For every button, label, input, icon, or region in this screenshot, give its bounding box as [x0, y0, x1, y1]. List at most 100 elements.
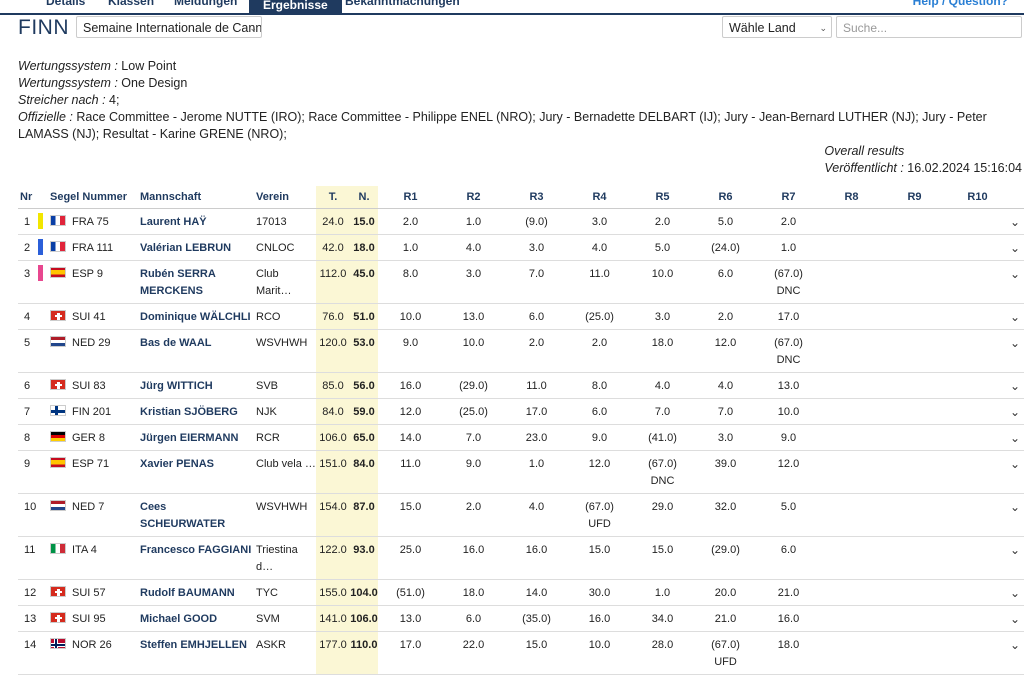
race-score: 7.0 [654, 406, 671, 418]
table-row[interactable]: 12 SUI 57 Rudolf BAUMANN TYC 155.0 104.0 (51.0… [18, 579, 1024, 606]
race-result-r8 [819, 493, 882, 537]
club: WSVHWH [254, 329, 316, 373]
race-score: 16.0 [777, 613, 800, 625]
fra-flag-icon [50, 215, 66, 226]
crew-name[interactable]: Michael GOOD [138, 605, 254, 632]
col-club[interactable]: Verein [254, 186, 316, 209]
tab-klassen[interactable]: Klassen [108, 0, 155, 8]
col-net[interactable]: N. [348, 186, 378, 209]
table-row[interactable]: 11 ITA 4 Francesco FAGGIANI Triestina d… 122… [18, 536, 1024, 580]
crew-name[interactable]: Rudolf BAUMANN [138, 579, 254, 606]
race-result-r3: 1.0 [504, 450, 567, 494]
col-r9[interactable]: R9 [882, 186, 945, 209]
race-result-r6: 5.0 [693, 208, 756, 235]
race-result-r5: 29.0 [630, 493, 693, 537]
net-points: 84.0 [348, 450, 378, 494]
crew-name[interactable]: Rubén SERRA MERCKENS [138, 260, 254, 304]
table-row[interactable]: 4 SUI 41 Dominique WÄLCHLI RCO 76.0 51.0 10.0 1… [18, 303, 1024, 330]
tab-meldungen[interactable]: Meldungen [174, 0, 238, 8]
race-result-r3: (35.0) [504, 605, 567, 632]
crew-name[interactable]: Dominique WÄLCHLI [138, 303, 254, 330]
event-select-value: Semaine Internationale de Cann [83, 21, 262, 35]
col-r1[interactable]: R1 [378, 186, 441, 209]
chevron-down-icon[interactable]: ⌄ [1008, 631, 1024, 675]
chevron-down-icon[interactable]: ⌄ [1008, 398, 1024, 425]
table-row[interactable]: 3 ESP 9 Rubén SERRA MERCKENS Club Marit… 112… [18, 260, 1024, 304]
col-total[interactable]: T. [316, 186, 348, 209]
table-row[interactable]: 5 NED 29 Bas de WAAL WSVHWH 120.0 53.0 9.0 10.0… [18, 329, 1024, 373]
table-row[interactable]: 7 FIN 201 Kristian SJÖBERG NJK 84.0 59.0 12.0 (… [18, 398, 1024, 425]
event-select[interactable]: Semaine Internationale de Cann ⌄ [76, 16, 262, 38]
penalty-code: DNC [776, 285, 801, 297]
overall-results-title: Overall results [824, 144, 905, 158]
race-score: 10.0 [462, 337, 485, 349]
chevron-down-icon[interactable]: ⌄ [1008, 303, 1024, 330]
col-r8[interactable]: R8 [819, 186, 882, 209]
total-points: 141.0 [316, 605, 348, 632]
col-r7[interactable]: R7 [756, 186, 819, 209]
race-score: 14.0 [399, 432, 422, 444]
table-row[interactable]: 8 GER 8 Jürgen EIERMANN RCR 106.0 65.0 14.0 7.0… [18, 424, 1024, 451]
table-row[interactable]: 13 SUI 95 Michael GOOD SVM 141.0 106.0 13.0 6.0… [18, 605, 1024, 632]
race-score: 15.0 [399, 501, 422, 513]
race-result-r1: 25.0 [378, 536, 441, 580]
crew-name[interactable]: Kristian SJÖBERG [138, 398, 254, 425]
tab-details[interactable]: Details [46, 0, 86, 8]
crew-name[interactable]: Cees SCHEURWATER [138, 493, 254, 537]
search-input[interactable]: Suche... [836, 16, 1022, 38]
col-r3[interactable]: R3 [504, 186, 567, 209]
chevron-down-icon[interactable]: ⌄ [1008, 536, 1024, 580]
chevron-down-icon[interactable]: ⌄ [1008, 605, 1024, 632]
table-row[interactable]: 1 FRA 75 Laurent HAŸ 17013 24.0 15.0 2.0 1.0 (9.… [18, 208, 1024, 235]
race-score: 23.0 [525, 432, 548, 444]
crew-name[interactable]: Francesco FAGGIANI [138, 536, 254, 580]
race-result-r8 [819, 208, 882, 235]
col-sail-number[interactable]: Segel Nummer [48, 186, 138, 209]
race-result-r4: 6.0 [567, 398, 630, 425]
crew-name[interactable]: Valérian LEBRUN [138, 234, 254, 261]
crew-name[interactable]: Jürgen EIERMANN [138, 424, 254, 451]
chevron-down-icon[interactable]: ⌄ [1008, 493, 1024, 537]
club: TYC [254, 579, 316, 606]
race-result-r9 [882, 234, 945, 261]
col-r10[interactable]: R10 [945, 186, 1008, 209]
race-result-r10 [945, 398, 1008, 425]
net-points: 18.0 [348, 234, 378, 261]
col-r5[interactable]: R5 [630, 186, 693, 209]
col-crew[interactable]: Mannschaft [138, 186, 254, 209]
tab-bekanntmachungen[interactable]: Bekanntmachungen [345, 0, 460, 8]
help-link[interactable]: Help / Question? [912, 0, 1008, 8]
race-result-r8 [819, 536, 882, 580]
crew-name[interactable]: Jürg WITTICH [138, 372, 254, 399]
crew-name[interactable]: Laurent HAŸ [138, 208, 254, 235]
race-score: (9.0) [525, 216, 548, 228]
col-r4[interactable]: R4 [567, 186, 630, 209]
crew-name[interactable]: Bas de WAAL [138, 329, 254, 373]
table-row[interactable]: 14 NOR 26 Steffen EMHJELLEN ASKR 177.0 110.0 1… [18, 631, 1024, 675]
sail-number-cell: ESP 9 [48, 260, 138, 304]
chevron-down-icon[interactable]: ⌄ [1008, 450, 1024, 494]
chevron-down-icon[interactable]: ⌄ [1008, 329, 1024, 373]
col-r2[interactable]: R2 [441, 186, 504, 209]
race-score: 2.0 [717, 311, 734, 323]
chevron-down-icon[interactable]: ⌄ [1008, 579, 1024, 606]
country-select[interactable]: Wähle Land ⌄ [722, 16, 832, 38]
table-row[interactable]: 9 ESP 71 Xavier PENAS Club vela … 151.0 84.0 1… [18, 450, 1024, 494]
chevron-down-icon[interactable]: ⌄ [1008, 372, 1024, 399]
race-result-r6: 3.0 [693, 424, 756, 451]
table-row[interactable]: 10 NED 7 Cees SCHEURWATER WSVHWH 154.0 87.0 15… [18, 493, 1024, 537]
col-r6[interactable]: R6 [693, 186, 756, 209]
chevron-down-icon[interactable]: ⌄ [1008, 424, 1024, 451]
race-result-r4: (25.0) [567, 303, 630, 330]
col-nr[interactable]: Nr [18, 186, 48, 209]
table-row[interactable]: 6 SUI 83 Jürg WITTICH SVB 85.0 56.0 16.0 (29.0)… [18, 372, 1024, 399]
rank-cell: 8 [18, 424, 48, 451]
chevron-down-icon[interactable]: ⌄ [1008, 260, 1024, 304]
crew-name[interactable]: Steffen EMHJELLEN [138, 631, 254, 675]
net-points: 110.0 [348, 631, 378, 675]
chevron-down-icon[interactable]: ⌄ [1008, 234, 1024, 261]
tab-ergebnisse[interactable]: Ergebnisse [249, 0, 342, 13]
crew-name[interactable]: Xavier PENAS [138, 450, 254, 494]
chevron-down-icon[interactable]: ⌄ [1008, 208, 1024, 235]
table-row[interactable]: 2 FRA 111 Valérian LEBRUN CNLOC 42.0 18.0 1.0 4… [18, 234, 1024, 261]
